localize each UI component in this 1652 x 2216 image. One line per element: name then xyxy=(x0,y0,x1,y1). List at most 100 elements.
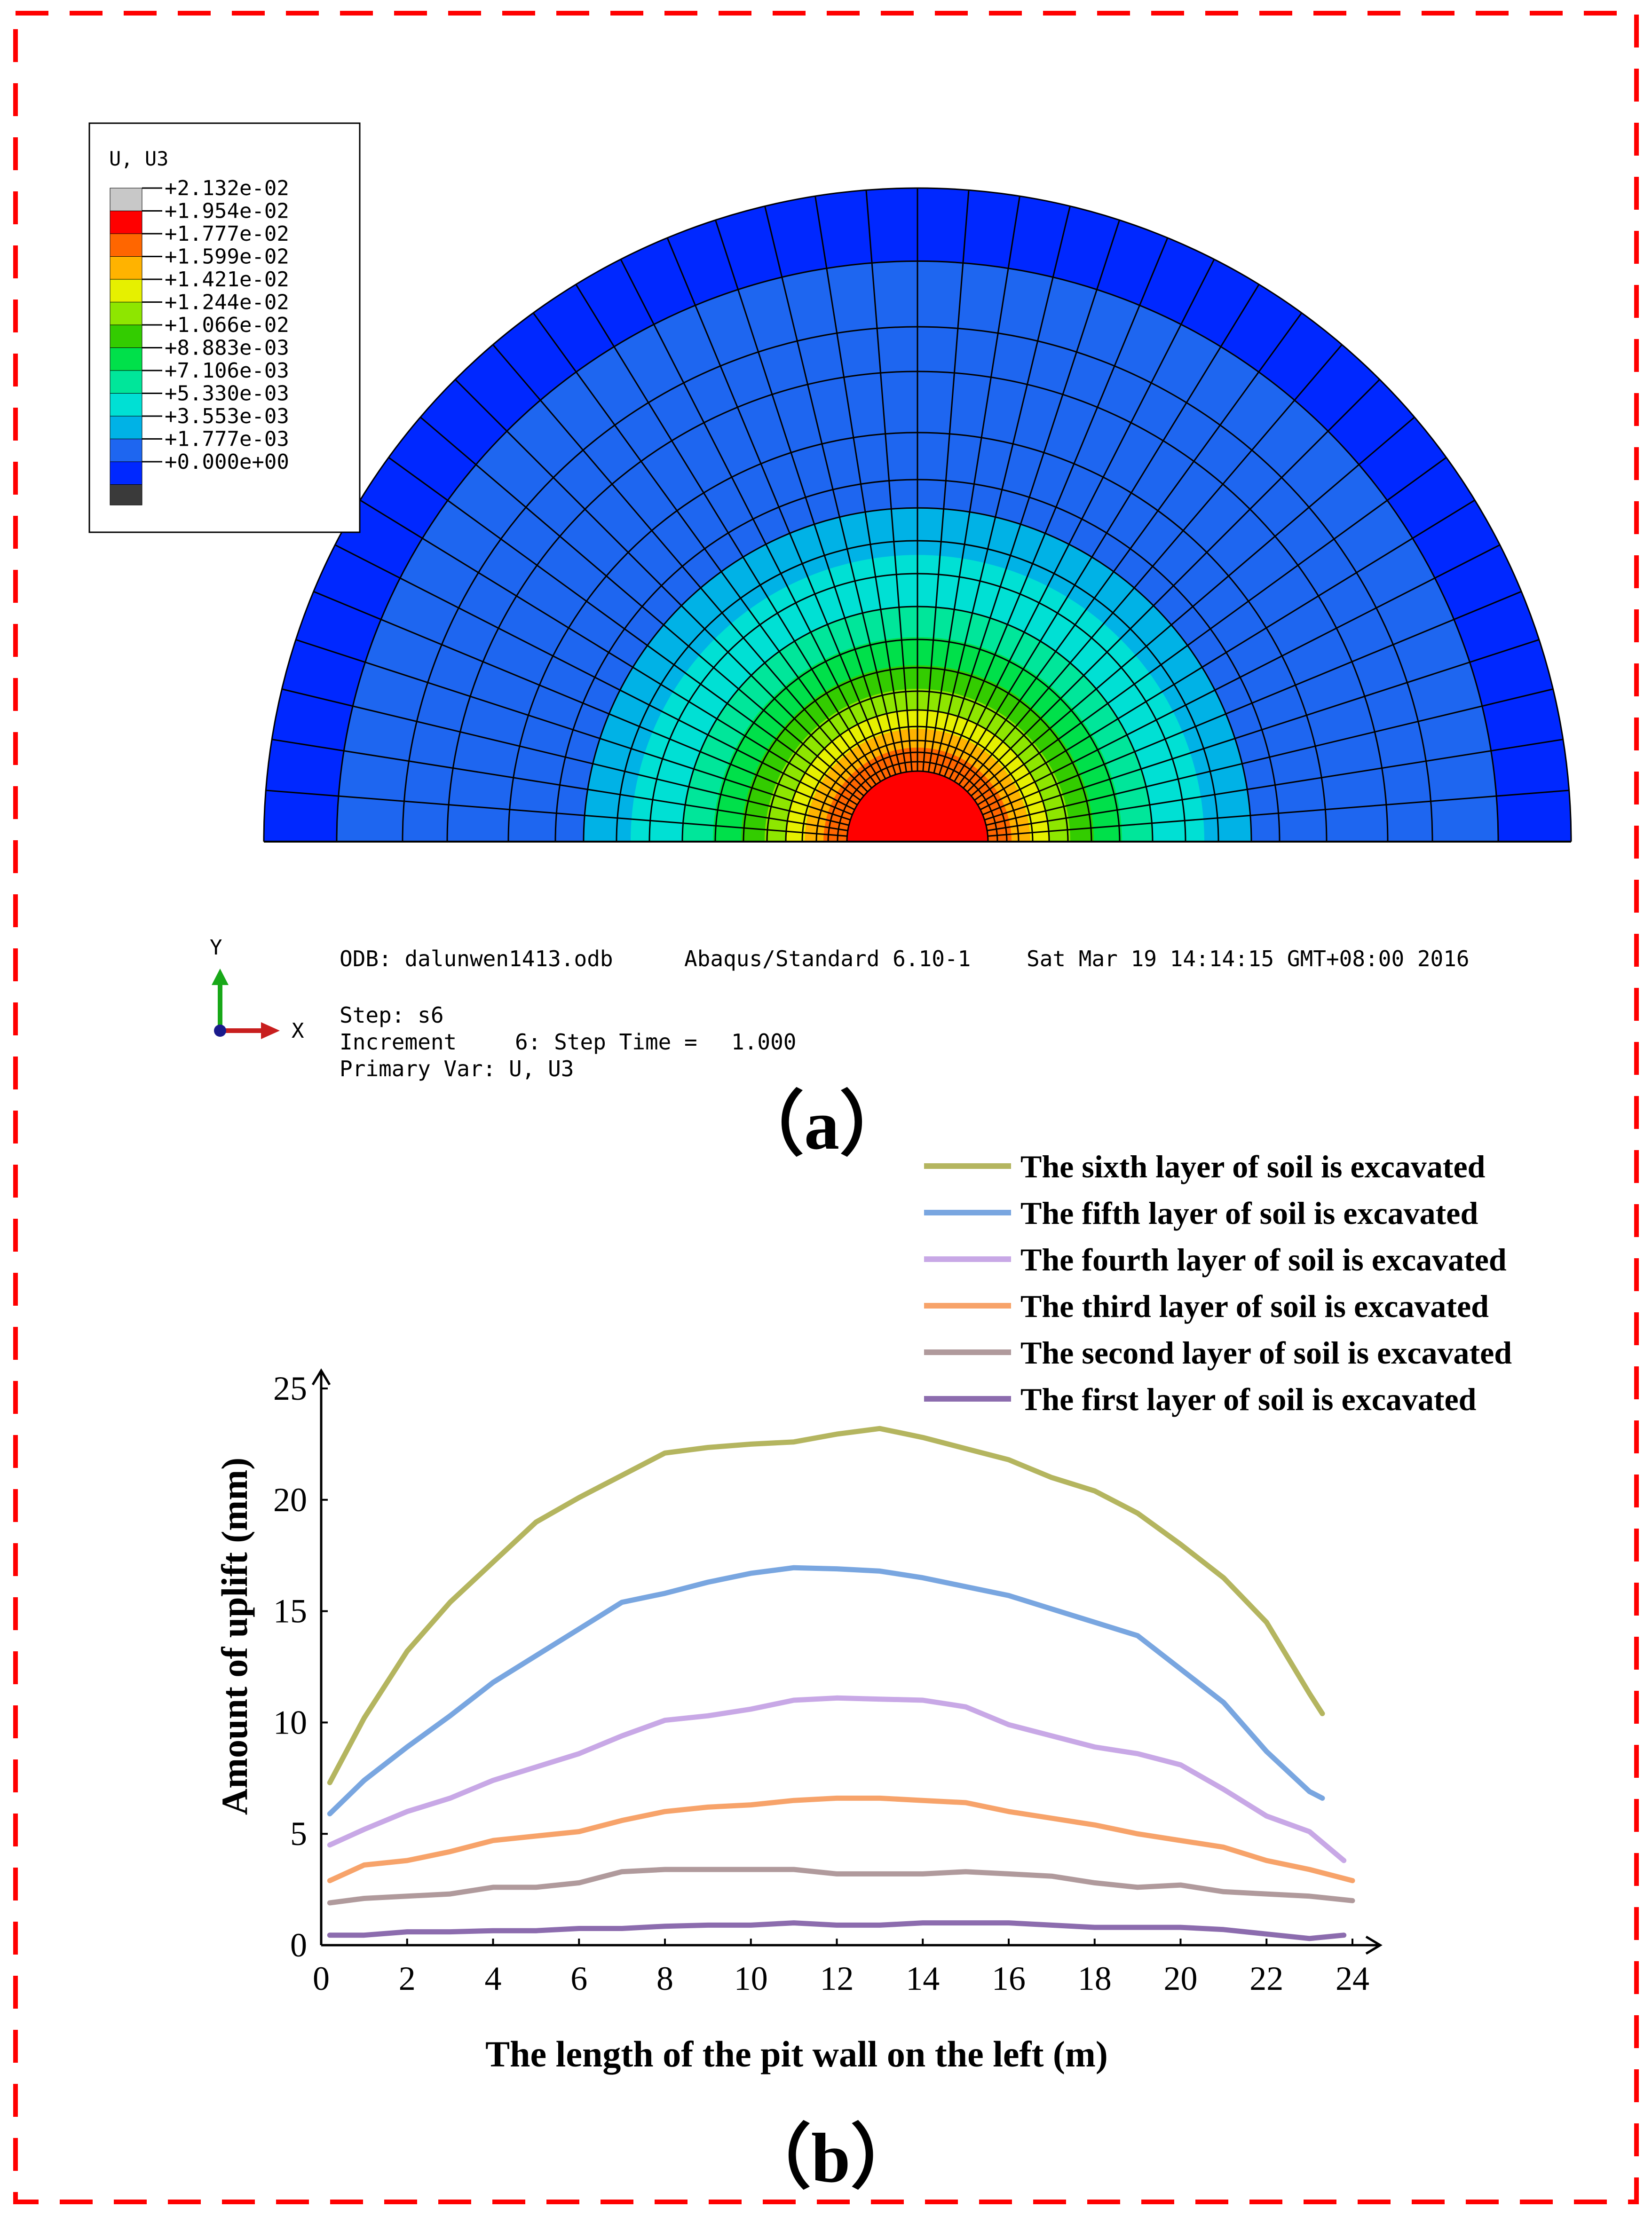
legend-value: +1.954e-02 xyxy=(165,199,289,223)
mesh-radial xyxy=(420,417,864,796)
contour-plot xyxy=(263,187,1572,843)
mesh-radial xyxy=(927,196,1020,773)
legend-swatch xyxy=(110,347,142,371)
legend-series-label: The sixth layer of soil is excavated xyxy=(1020,1149,1486,1184)
x-tick-label: 0 xyxy=(313,1960,330,1997)
mesh-radial xyxy=(938,220,1120,775)
triad-x-arrowhead xyxy=(261,1022,280,1039)
legend-series-label: The fifth layer of soil is excavated xyxy=(1020,1195,1478,1231)
legend-swatch xyxy=(110,256,142,280)
contour-band xyxy=(847,771,988,842)
series-line-3 xyxy=(327,1695,1347,1863)
mesh-radial xyxy=(954,284,1260,782)
triad-y-arrowhead xyxy=(212,969,229,985)
mesh-radial xyxy=(971,417,1415,796)
mesh-radial xyxy=(575,284,881,782)
legend-value: +0.000e+00 xyxy=(165,450,289,474)
legend-swatch xyxy=(110,302,142,325)
y-tick-label: 10 xyxy=(273,1703,307,1741)
y-axis-title: Amount of uplift (mm) xyxy=(214,1458,255,1815)
mesh-radial xyxy=(271,739,848,832)
x-tick-label: 6 xyxy=(570,1960,587,1997)
legend-value: +7.106e-03 xyxy=(165,359,289,383)
mesh-radial xyxy=(865,190,913,772)
panel-b-label: （b） xyxy=(741,2119,921,2197)
legend-value: +1.421e-02 xyxy=(165,268,289,292)
legend-swatch xyxy=(110,416,142,439)
mesh-radial xyxy=(814,196,908,773)
series-line-6 xyxy=(327,1920,1347,1941)
legend-value: +8.883e-03 xyxy=(165,336,289,360)
legend-value: +2.132e-02 xyxy=(165,176,289,200)
mesh-radial xyxy=(949,259,1215,780)
legend-value: +1.777e-02 xyxy=(165,222,289,246)
mesh-radial xyxy=(977,499,1475,805)
step-time: 1.000 xyxy=(731,1029,796,1055)
x-tick-label: 18 xyxy=(1078,1960,1112,1997)
mesh-radial xyxy=(987,739,1564,832)
x-tick-label: 2 xyxy=(399,1960,416,1997)
run-date: Sat Mar 19 14:14:15 GMT+08:00 2016 xyxy=(1027,946,1470,971)
y-tick-label: 0 xyxy=(290,1926,307,1964)
panel-a-label: （a） xyxy=(734,1086,910,1164)
legend-series-label: The third layer of soil is excavated xyxy=(1020,1288,1489,1324)
solver-version: Abaqus/Standard 6.10-1 xyxy=(684,946,971,971)
mesh-radial xyxy=(958,312,1303,785)
mesh-radial xyxy=(933,206,1071,773)
mesh-radial xyxy=(620,259,886,780)
legend-swatch-bottom xyxy=(110,484,142,505)
legend-swatch xyxy=(110,211,142,234)
legend-value: +1.599e-02 xyxy=(165,245,289,269)
legend-swatch xyxy=(110,461,142,485)
mesh-radial xyxy=(984,639,1540,821)
x-tick-label: 22 xyxy=(1249,1960,1283,1997)
series-line-1 xyxy=(327,1426,1325,1785)
x-tick-label: 12 xyxy=(820,1960,854,1997)
mesh-radial xyxy=(360,499,858,805)
mesh-ring xyxy=(846,770,989,842)
x-axis-title: The length of the pit wall on the left (… xyxy=(485,2034,1108,2074)
x-tick-label: 8 xyxy=(656,1960,673,1997)
legend-swatch xyxy=(110,233,142,257)
legend-series-label: The second layer of soil is excavated xyxy=(1020,1335,1512,1371)
legend-series-label: The fourth layer of soil is excavated xyxy=(1020,1242,1507,1278)
dashed-frame xyxy=(13,11,1639,2204)
odb-info: ODB: dalunwen1413.odb Abaqus/Standard 6.… xyxy=(340,946,1470,1081)
mesh-radial xyxy=(986,688,1553,826)
mesh-radial xyxy=(532,312,877,785)
legend-swatch xyxy=(110,279,142,302)
y-axis-arrow xyxy=(311,1368,331,1386)
y-tick-label: 5 xyxy=(290,1815,307,1853)
legend-value: +3.553e-03 xyxy=(165,404,289,428)
mesh-radial xyxy=(313,591,853,815)
legend-swatch xyxy=(110,439,142,462)
mesh-radial xyxy=(455,379,868,792)
x-tick-label: 20 xyxy=(1164,1960,1198,1997)
legend-value: +1.777e-03 xyxy=(165,427,289,451)
mesh-radial xyxy=(982,591,1522,815)
mesh-radial xyxy=(282,688,849,826)
x-tick-label: 4 xyxy=(485,1960,502,1997)
triad-y-label: Y xyxy=(210,936,222,960)
triad-origin xyxy=(214,1025,226,1037)
x-tick-label: 14 xyxy=(906,1960,940,1997)
mesh-radial xyxy=(295,639,851,821)
y-tick-label: 15 xyxy=(273,1593,307,1630)
legend-value: +1.244e-02 xyxy=(165,291,289,315)
mesh-radial xyxy=(963,344,1343,789)
x-axis-arrow xyxy=(1365,1935,1383,1955)
legend-value: +5.330e-03 xyxy=(165,382,289,406)
legend-title: U, U3 xyxy=(109,147,168,170)
step-name: Step: s6 xyxy=(340,1002,444,1028)
x-tick-label: 16 xyxy=(992,1960,1026,1997)
legend-swatch xyxy=(110,370,142,394)
legend-swatch xyxy=(110,188,142,211)
mesh-radial xyxy=(388,457,861,801)
legend-value: +1.066e-02 xyxy=(165,313,289,337)
mesh-radial xyxy=(334,544,855,811)
mesh-radial xyxy=(944,237,1169,777)
increment-label: Increment xyxy=(340,1029,457,1055)
x-tick-label: 10 xyxy=(734,1960,768,1997)
primary-variable: Primary Var: U, U3 xyxy=(340,1056,574,1081)
